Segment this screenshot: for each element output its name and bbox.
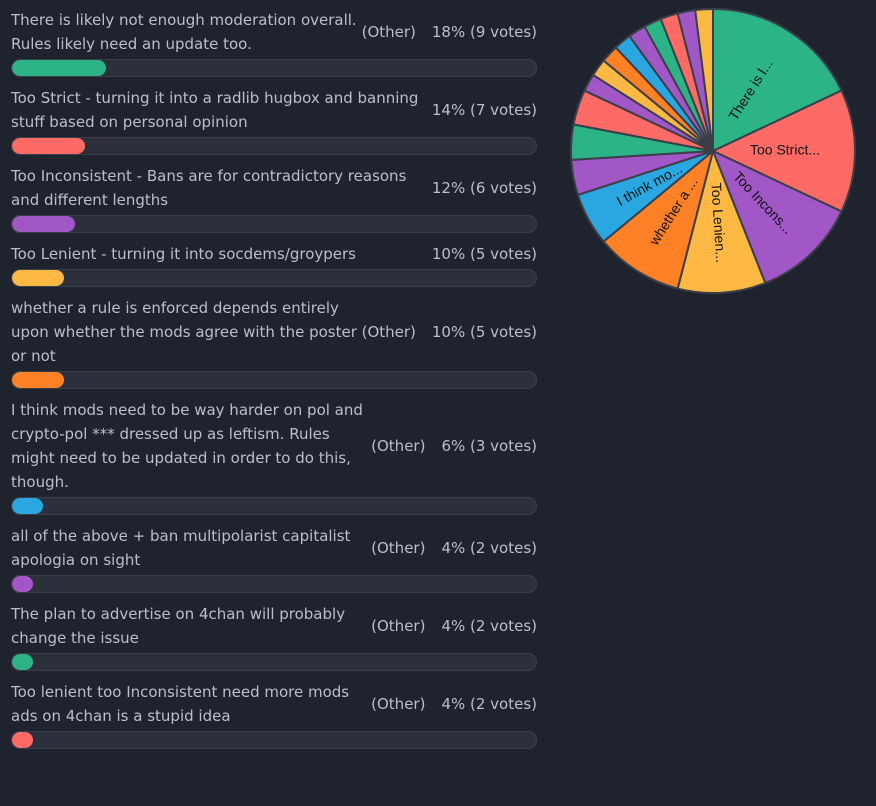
progress-bar-track [11, 731, 537, 749]
poll-option-meta: 12% (6 votes) [432, 176, 537, 200]
poll-option: Too Lenient - turning it into socdems/gr… [11, 242, 537, 287]
poll-option-meta: 10% (5 votes) [432, 242, 537, 266]
progress-bar-fill [12, 270, 65, 286]
progress-bar-fill [12, 498, 44, 514]
vote-stats: 14% (7 votes) [431, 101, 537, 119]
other-tag: (Other) [361, 323, 416, 341]
poll-option-row: The plan to advertise on 4chan will prob… [11, 602, 537, 650]
vote-stats: 4% (2 votes) [441, 617, 537, 635]
poll-option-meta: (Other) 4% (2 votes) [371, 614, 537, 638]
progress-bar-fill [12, 216, 75, 232]
vote-stats: 4% (2 votes) [441, 695, 537, 713]
poll-option: Too Strict - turning it into a radlib hu… [11, 86, 537, 155]
other-tag: (Other) [371, 539, 426, 557]
poll-option-meta: (Other) 4% (2 votes) [371, 692, 537, 716]
progress-bar-fill [12, 372, 65, 388]
poll-option-row: Too Inconsistent - Bans are for contradi… [11, 164, 537, 212]
poll-option-label: The plan to advertise on 4chan will prob… [11, 605, 346, 647]
pie-slice-label: Too Strict... [750, 142, 820, 158]
poll-option: Too Inconsistent - Bans are for contradi… [11, 164, 537, 233]
pie-slice [694, 7, 714, 152]
poll-option-label: There is likely not enough moderation ov… [11, 11, 357, 53]
progress-bar-track [11, 137, 537, 155]
progress-bar-track [11, 371, 537, 389]
pie-chart-svg: There is l...Too Strict...Too Incons...T… [570, 7, 856, 294]
progress-bar-fill [12, 732, 33, 748]
poll-option-row: I think mods need to be way harder on po… [11, 398, 537, 494]
poll-option: all of the above + ban multipolarist cap… [11, 524, 537, 593]
pie-chart: There is l... Too Strict... Too Incons... T… [569, 7, 857, 295]
poll-option: Too lenient too Inconsistent need more m… [11, 680, 537, 749]
poll-option-label: Too Inconsistent - Bans are for contradi… [11, 167, 407, 209]
pie-slice [676, 147, 767, 294]
vote-stats: 10% (5 votes) [431, 245, 537, 263]
other-tag: (Other) [361, 23, 416, 41]
progress-bar-fill [12, 138, 86, 154]
poll-option-row: There is likely not enough moderation ov… [11, 8, 537, 56]
pie-slice [712, 7, 843, 153]
vote-stats: 12% (6 votes) [431, 179, 537, 197]
poll-option-meta: (Other) 10% (5 votes) [362, 320, 537, 344]
other-tag: (Other) [371, 617, 426, 635]
poll-option-row: whether a rule is enforced depends entir… [11, 296, 537, 368]
other-tag: (Other) [371, 695, 426, 713]
progress-bar-track [11, 59, 537, 77]
poll-option-label: I think mods need to be way harder on po… [11, 401, 363, 491]
vote-stats: 4% (2 votes) [441, 539, 537, 557]
poll-option: I think mods need to be way harder on po… [11, 398, 537, 515]
vote-stats: 18% (9 votes) [431, 23, 537, 41]
poll-option-meta: (Other) 6% (3 votes) [371, 434, 537, 458]
progress-bar-track [11, 497, 537, 515]
poll-option-meta: 14% (7 votes) [432, 98, 537, 122]
poll-option-row: Too lenient too Inconsistent need more m… [11, 680, 537, 728]
vote-stats: 10% (5 votes) [431, 323, 537, 341]
other-tag: (Other) [371, 437, 426, 455]
poll-option-label: all of the above + ban multipolarist cap… [11, 527, 351, 569]
vote-stats: 6% (3 votes) [441, 437, 537, 455]
progress-bar-track [11, 215, 537, 233]
poll-option-label: Too Lenient - turning it into socdems/gr… [11, 245, 356, 263]
progress-bar-fill [12, 60, 107, 76]
progress-bar-track [11, 575, 537, 593]
progress-bar-fill [12, 654, 33, 670]
poll-option-meta: (Other) 4% (2 votes) [371, 536, 537, 560]
progress-bar-fill [12, 576, 33, 592]
poll-option-label: Too lenient too Inconsistent need more m… [11, 683, 350, 725]
poll-option-meta: (Other) 18% (9 votes) [362, 20, 537, 44]
poll-option-label: Too Strict - turning it into a radlib hu… [11, 89, 419, 131]
poll-option-row: Too Lenient - turning it into socdems/gr… [11, 242, 537, 266]
pie-slice-label: Too Lenien... [708, 182, 729, 263]
progress-bar-track [11, 269, 537, 287]
progress-bar-track [11, 653, 537, 671]
poll-option-label: whether a rule is enforced depends entir… [11, 299, 357, 365]
poll-option-row: Too Strict - turning it into a radlib hu… [11, 86, 537, 134]
poll-option: whether a rule is enforced depends entir… [11, 296, 537, 389]
poll-option: The plan to advertise on 4chan will prob… [11, 602, 537, 671]
poll-options-list: There is likely not enough moderation ov… [11, 8, 537, 758]
pie-slice [602, 148, 715, 290]
poll-option-row: all of the above + ban multipolarist cap… [11, 524, 537, 572]
pie-slice [711, 149, 843, 285]
poll-option: There is likely not enough moderation ov… [11, 8, 537, 77]
pie-slice [710, 89, 856, 213]
